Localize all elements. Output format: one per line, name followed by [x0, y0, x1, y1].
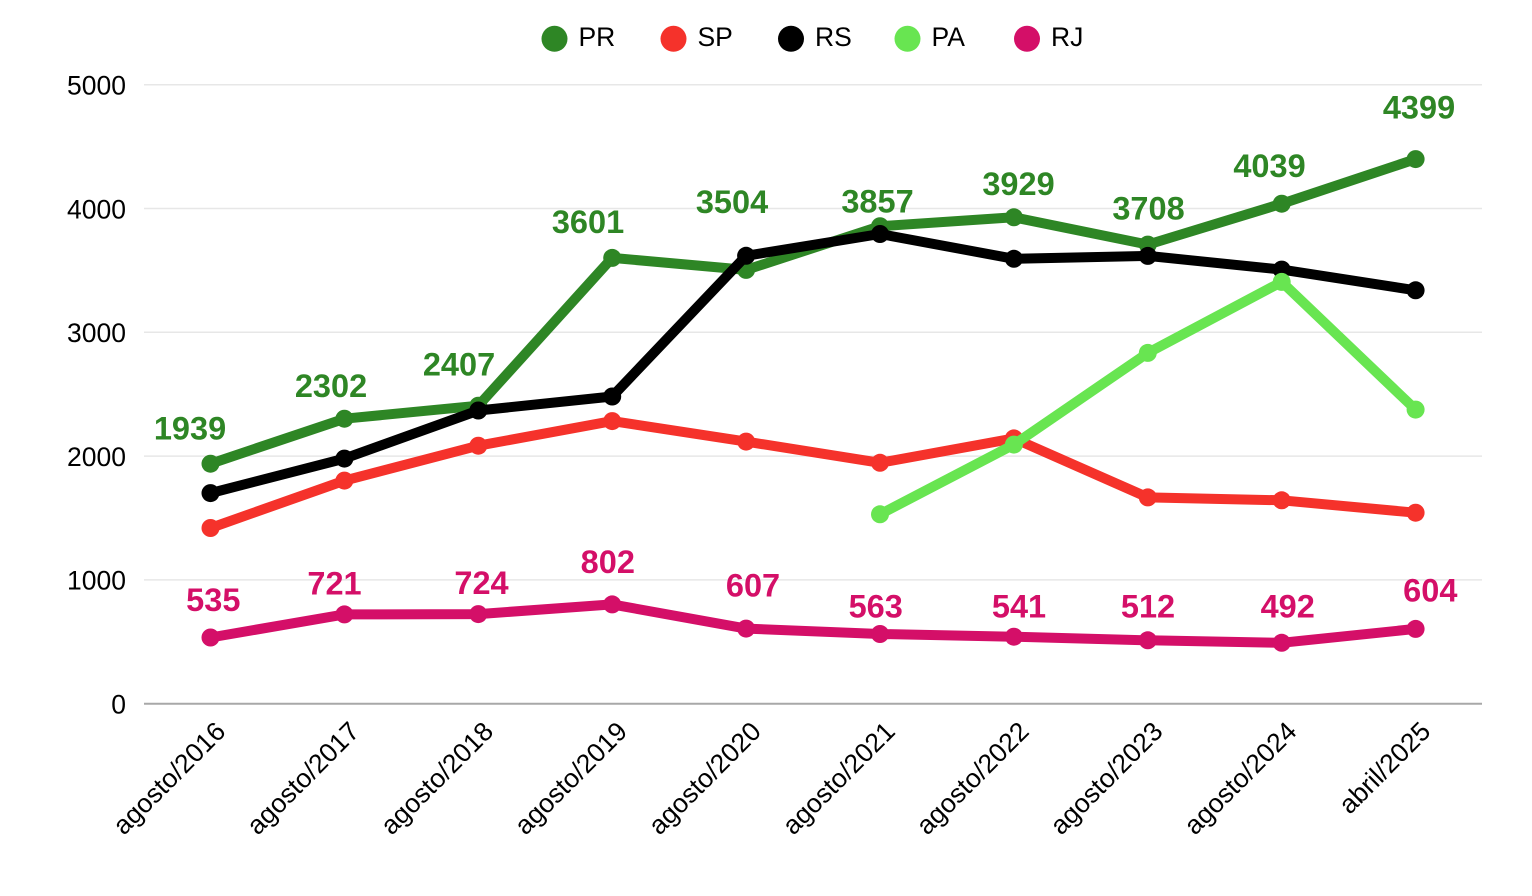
svg-text:SP: SP [698, 22, 733, 52]
svg-text:3504: 3504 [696, 184, 768, 220]
svg-text:PR: PR [579, 22, 616, 52]
svg-text:607: 607 [726, 568, 780, 604]
svg-text:3857: 3857 [841, 184, 913, 220]
svg-text:721: 721 [307, 566, 361, 602]
svg-text:4399: 4399 [1383, 90, 1455, 126]
svg-text:5000: 5000 [67, 71, 126, 101]
svg-text:2302: 2302 [295, 368, 367, 404]
svg-text:3929: 3929 [982, 166, 1054, 202]
svg-text:3000: 3000 [67, 318, 126, 348]
svg-text:RS: RS [815, 22, 852, 52]
svg-text:4000: 4000 [67, 194, 126, 224]
svg-text:492: 492 [1261, 589, 1315, 625]
svg-text:1939: 1939 [154, 411, 226, 447]
svg-text:802: 802 [581, 544, 635, 580]
svg-text:RJ: RJ [1051, 22, 1083, 52]
svg-text:541: 541 [992, 588, 1046, 624]
svg-text:PA: PA [932, 22, 966, 52]
svg-text:2000: 2000 [67, 442, 126, 472]
svg-text:3708: 3708 [1112, 191, 1184, 227]
svg-text:563: 563 [849, 588, 903, 624]
svg-text:535: 535 [186, 582, 240, 618]
svg-text:724: 724 [454, 565, 508, 601]
svg-text:3601: 3601 [552, 204, 624, 240]
svg-text:1000: 1000 [67, 566, 126, 596]
svg-text:512: 512 [1121, 589, 1175, 625]
svg-text:2407: 2407 [423, 347, 495, 383]
svg-text:604: 604 [1403, 573, 1457, 609]
svg-text:4039: 4039 [1233, 148, 1305, 184]
svg-text:0: 0 [111, 690, 126, 720]
